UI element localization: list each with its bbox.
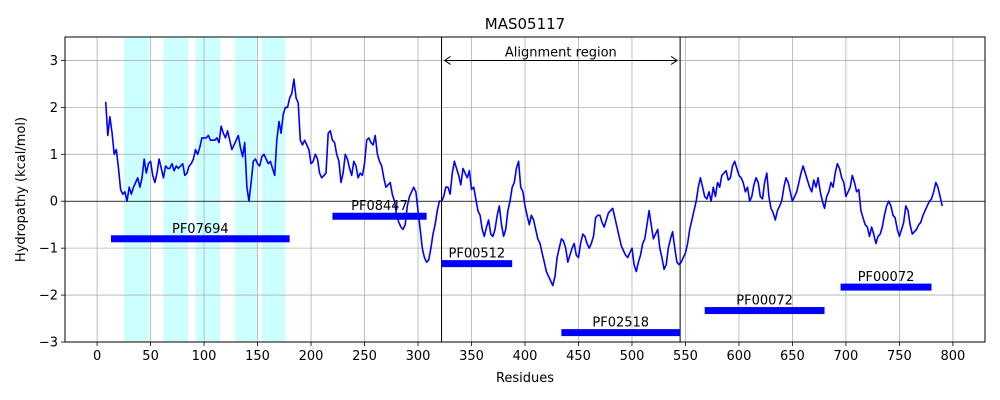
shaded-region-2 [195, 37, 221, 342]
domain-bar-label-2: PF00512 [449, 247, 506, 262]
y-tick-label-2: −1 [39, 242, 58, 257]
x-tick-label-4: 200 [299, 349, 324, 364]
domain-bar-label-0: PF07694 [172, 222, 229, 237]
x-tick-label-2: 100 [192, 349, 217, 364]
shaded-region-3 [235, 37, 258, 342]
x-tick-label-16: 800 [940, 349, 965, 364]
x-tick-label-6: 300 [406, 349, 431, 364]
alignment-region-label: Alignment region [505, 45, 617, 60]
domain-bar-label-3: PF02518 [592, 316, 649, 331]
x-tick-label-13: 650 [780, 349, 805, 364]
alignment-arrow-head-right [670, 56, 679, 65]
x-tick-label-10: 500 [620, 349, 645, 364]
x-tick-label-14: 700 [834, 349, 859, 364]
domain-bar-3 [561, 329, 681, 337]
x-axis-label: Residues [496, 371, 554, 386]
domain-bar-4 [704, 307, 825, 315]
shaded-region-4 [261, 37, 286, 342]
domain-bar-5 [840, 283, 932, 291]
x-tick-label-1: 50 [142, 349, 159, 364]
y-tick-label-6: 3 [50, 54, 58, 69]
x-tick-label-7: 350 [459, 349, 484, 364]
x-tick-label-3: 150 [245, 349, 270, 364]
shaded-regions [123, 37, 286, 342]
x-tick-label-8: 400 [513, 349, 538, 364]
y-tick-label-4: 1 [50, 148, 58, 163]
x-tick-label-12: 600 [727, 349, 752, 364]
shaded-region-1 [163, 37, 189, 342]
y-tick-label-3: 0 [50, 195, 58, 210]
chart-title: MAS05117 [485, 15, 565, 33]
y-tick-label-1: −2 [39, 289, 58, 304]
domain-bars: PF07694 PF08447 PF00512 PF02518 PF00072 PF000… [111, 199, 932, 337]
alignment-arrow: Alignment region [443, 45, 679, 65]
y-tick-label-0: −3 [39, 336, 58, 351]
domain-bar-1 [332, 212, 427, 220]
x-tick-label-5: 250 [352, 349, 377, 364]
y-tick-label-5: 2 [50, 101, 58, 116]
hydropathy-series-line-0 [104, 78, 943, 287]
alignment-arrow-head-left [443, 56, 451, 65]
domain-bar-label-5: PF00072 [858, 270, 915, 285]
x-tick-label-15: 750 [887, 349, 912, 364]
domain-bar-label-1: PF08447 [351, 199, 408, 214]
x-tick-label-9: 450 [566, 349, 591, 364]
y-axis: −3 −2 −1 0 1 2 3 [39, 54, 65, 351]
domain-bar-2 [441, 260, 513, 268]
shaded-region-0 [123, 37, 150, 342]
x-axis: 0 50 100 150 200 250 300 350 400 450 500 550 600 650 7… [93, 342, 965, 364]
x-tick-label-0: 0 [93, 349, 101, 364]
domain-bar-0 [111, 235, 290, 243]
x-tick-label-11: 550 [673, 349, 698, 364]
domain-bar-label-4: PF00072 [736, 294, 793, 309]
alignment-bounds [441, 37, 681, 342]
series-layer [104, 78, 943, 287]
y-axis-label: Hydropathy (kcal/mol) [14, 117, 29, 262]
